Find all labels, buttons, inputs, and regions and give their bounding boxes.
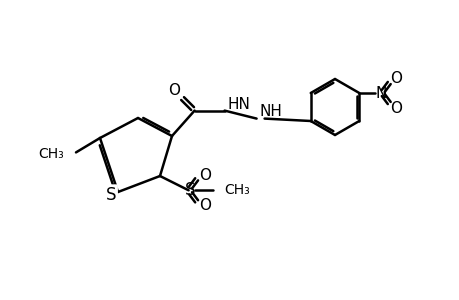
- Text: CH₃: CH₃: [224, 183, 250, 197]
- Text: O: O: [389, 70, 401, 86]
- Text: NH: NH: [259, 104, 282, 119]
- Text: S: S: [106, 186, 116, 204]
- Text: S: S: [185, 181, 196, 199]
- Text: N: N: [375, 85, 386, 100]
- Text: O: O: [389, 100, 401, 116]
- Text: CH₃: CH₃: [38, 147, 64, 161]
- Text: O: O: [168, 83, 180, 98]
- Text: HN: HN: [227, 97, 250, 112]
- Text: O: O: [199, 168, 211, 183]
- Text: O: O: [199, 198, 211, 213]
